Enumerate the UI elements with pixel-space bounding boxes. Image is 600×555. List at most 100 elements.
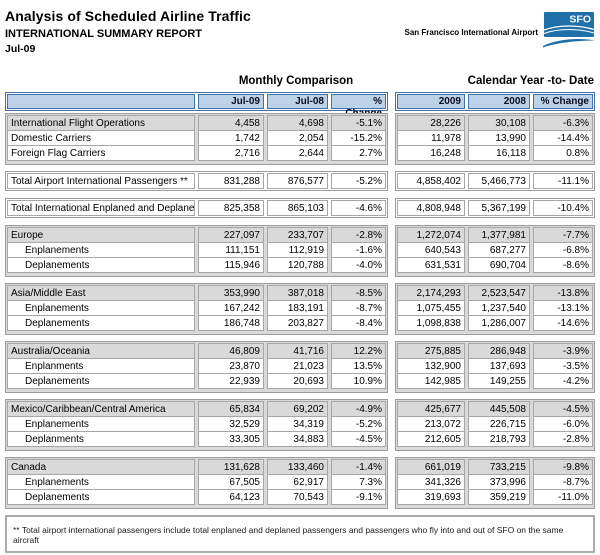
value-cell: -9.8% [533, 459, 593, 475]
group-monthly-box: International Flight Operations 4,458 4,69… [5, 113, 388, 165]
value-cell: 2,054 [267, 130, 328, 146]
table-group: Total Airport International Passengers *… [5, 171, 595, 191]
footnote: ** Total airport international passenger… [5, 515, 595, 553]
table-header-row: Jul-09 Jul-08 % Change 2009 2008 % Chang… [5, 92, 595, 119]
row-label: Deplanements [7, 373, 195, 389]
group-ytd-box: 275,885 286,948 -3.9% 132,900 137,693 -3.5% 14… [395, 341, 595, 393]
value-cell: -3.9% [533, 343, 593, 359]
value-cell: 23,870 [198, 358, 264, 374]
value-cell: 5,466,773 [468, 173, 530, 189]
table-group: Europe 227,097 233,707 -2.8% Enplanements 111… [5, 225, 595, 277]
value-cell: 34,319 [267, 416, 328, 432]
value-cell: -1.6% [331, 242, 386, 258]
value-cell: -11.1% [533, 173, 593, 189]
value-cell: 65,834 [198, 401, 264, 417]
value-cell: 7.3% [331, 474, 386, 490]
row-label: Enplanements [7, 242, 195, 258]
table-row: Deplanements 186,748 203,827 -8.4% [7, 315, 386, 331]
section-titles: Monthly Comparison Calendar Year -to- Da… [5, 75, 595, 90]
table-row: 319,693 359,219 -11.0% [397, 489, 593, 505]
table-row: Deplanements 64,123 70,543 -9.1% [7, 489, 386, 505]
value-cell: 20,693 [267, 373, 328, 389]
value-cell: -11.0% [533, 489, 593, 505]
table-group: Australia/Oceania 46,809 41,716 12.2% Enplan… [5, 341, 595, 393]
value-cell: 41,716 [267, 343, 328, 359]
value-cell: 233,707 [267, 227, 328, 243]
table-row: 132,900 137,693 -3.5% [397, 358, 593, 374]
row-label: Australia/Oceania [7, 343, 195, 359]
value-cell: -13.1% [533, 300, 593, 316]
table-body: International Flight Operations 4,458 4,69… [5, 113, 595, 509]
value-cell: -4.0% [331, 257, 386, 273]
value-cell: 13.5% [331, 358, 386, 374]
value-cell: 1,098,838 [397, 315, 465, 331]
value-cell: -4.5% [331, 431, 386, 447]
group-ytd-box: 28,226 30,108 -6.3% 11,978 13,990 -14.4% 16,24… [395, 113, 595, 165]
value-cell: -2.8% [533, 431, 593, 447]
group-ytd-box: 4,808,948 5,367,199 -10.4% [395, 198, 595, 218]
table-row: Asia/Middle East 353,990 387,018 -8.5% [7, 285, 386, 301]
table-row: Domestic Carriers 1,742 2,054 -15.2% [7, 130, 386, 146]
value-cell: 319,693 [397, 489, 465, 505]
value-cell: 132,900 [397, 358, 465, 374]
value-cell: 733,215 [468, 459, 530, 475]
value-cell: -14.6% [533, 315, 593, 331]
value-cell: 149,255 [468, 373, 530, 389]
table-row: 213,072 226,715 -6.0% [397, 416, 593, 432]
value-cell: 10.9% [331, 373, 386, 389]
value-cell: 64,123 [198, 489, 264, 505]
value-cell: 28,226 [397, 115, 465, 131]
value-cell: 825,358 [198, 200, 264, 216]
row-label: Asia/Middle East [7, 285, 195, 301]
row-label: Europe [7, 227, 195, 243]
value-cell: -7.7% [533, 227, 593, 243]
table-row: 2,174,293 2,523,547 -13.8% [397, 285, 593, 301]
value-cell: 67,505 [198, 474, 264, 490]
row-label: Foreign Flag Carriers [7, 145, 195, 161]
value-cell: 4,458 [198, 115, 264, 131]
table-row: Foreign Flag Carriers 2,716 2,644 2.7% [7, 145, 386, 161]
value-cell: 1,272,074 [397, 227, 465, 243]
value-cell: 1,237,540 [468, 300, 530, 316]
column-header: % Change [533, 94, 593, 109]
group-monthly-box: Asia/Middle East 353,990 387,018 -8.5% Enpla… [5, 283, 388, 335]
table-row: 4,858,402 5,466,773 -11.1% [397, 173, 593, 189]
value-cell: 2,644 [267, 145, 328, 161]
value-cell: -8.5% [331, 285, 386, 301]
value-cell: -10.4% [533, 200, 593, 216]
table-group: Canada 131,628 133,460 -1.4% Enplanements 67,… [5, 457, 595, 509]
report-period: Jul-09 [5, 43, 36, 55]
logo-wave-icon [543, 25, 595, 31]
row-label: International Flight Operations [7, 115, 195, 131]
value-cell: -5.1% [331, 115, 386, 131]
value-cell: 218,793 [468, 431, 530, 447]
table-row: 1,098,838 1,286,007 -14.6% [397, 315, 593, 331]
column-header: 2009 [397, 94, 465, 109]
value-cell: 2.7% [331, 145, 386, 161]
column-header: Jul-08 [267, 94, 328, 109]
table-row: Deplanements 115,946 120,788 -4.0% [7, 257, 386, 273]
value-cell: 353,990 [198, 285, 264, 301]
logo-swoosh-icon [543, 39, 595, 48]
value-cell: 183,191 [267, 300, 328, 316]
row-label: Enplanments [7, 358, 195, 374]
value-cell: 373,996 [468, 474, 530, 490]
value-cell: 2,523,547 [468, 285, 530, 301]
airport-name: San Francisco International Airport [404, 28, 538, 37]
table-group: Asia/Middle East 353,990 387,018 -8.5% Enpla… [5, 283, 595, 335]
table-row: 1,272,074 1,377,981 -7.7% [397, 227, 593, 243]
table-group: International Flight Operations 4,458 4,69… [5, 113, 595, 165]
value-cell: 2,174,293 [397, 285, 465, 301]
value-cell: 212,605 [397, 431, 465, 447]
value-cell: -13.8% [533, 285, 593, 301]
table-group: Total International Enplaned and Deplane… [5, 198, 595, 218]
value-cell: -15.2% [331, 130, 386, 146]
table-row: 661,019 733,215 -9.8% [397, 459, 593, 475]
value-cell: 4,858,402 [397, 173, 465, 189]
report-subtitle: INTERNATIONAL SUMMARY REPORT [5, 28, 202, 40]
value-cell: 0.8% [533, 145, 593, 161]
table-row: 4,808,948 5,367,199 -10.4% [397, 200, 593, 216]
monthly-comparison-title: Monthly Comparison [238, 75, 354, 87]
value-cell: -5.2% [331, 173, 386, 189]
value-cell: 865,103 [267, 200, 328, 216]
